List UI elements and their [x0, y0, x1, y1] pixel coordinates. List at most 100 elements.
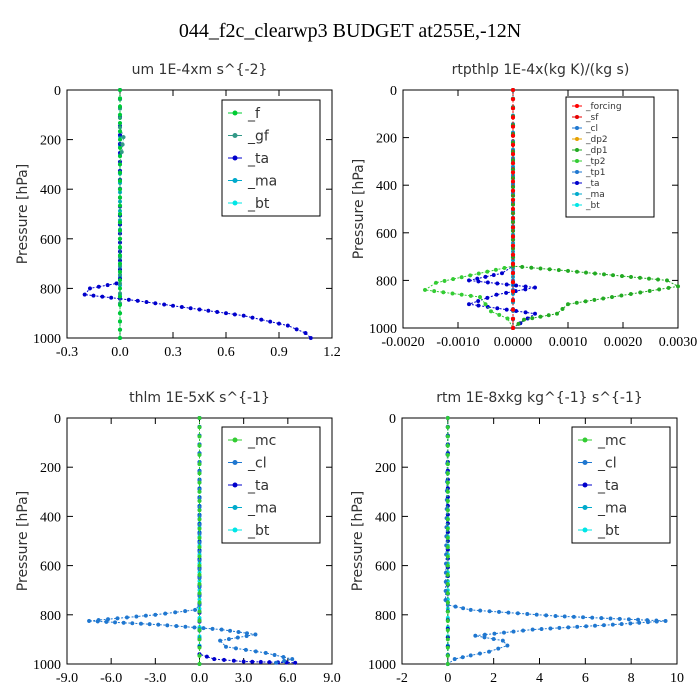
data-point: [117, 220, 123, 225]
y-tick-label: 1000: [368, 658, 396, 673]
data-point: [495, 281, 500, 286]
y-tick-label: 800: [40, 609, 61, 624]
data-point: [645, 620, 651, 625]
data-point: [197, 425, 202, 430]
legend-label: _bt: [247, 196, 270, 212]
data-point: [523, 310, 528, 315]
data-point: [117, 195, 123, 200]
y-tick-label: 800: [40, 282, 61, 297]
data-point: [117, 286, 123, 291]
legend-label: _forcing: [585, 102, 622, 112]
data-point: [499, 271, 505, 276]
legend: _forcing_sf_cl_dp2_dp1_tp2_tp1_ta_ma_bt: [565, 96, 655, 218]
data-point: [505, 643, 510, 648]
data-point: [445, 508, 450, 513]
data-point: [538, 314, 543, 319]
data-point: [608, 616, 613, 621]
legend-label: _mc: [247, 433, 276, 449]
legend-swatch-marker: [575, 159, 579, 163]
legend-swatch-marker: [232, 505, 238, 510]
chart-panel-1: um 1E-4xm s^{-2} Pressure [hPa] 0 200 400 600…: [15, 62, 341, 360]
data-point: [135, 298, 140, 303]
panel-title: um 1E-4xm s^{-2}: [132, 62, 268, 78]
x-tick-label: -6.0: [100, 671, 122, 686]
x-tick-label: 4: [536, 671, 543, 686]
data-point: [451, 277, 456, 282]
data-point: [117, 211, 123, 217]
data-point: [468, 653, 473, 658]
data-point: [241, 659, 246, 664]
x-tick-label: 8: [628, 671, 635, 686]
data-point: [235, 635, 240, 640]
data-point: [574, 300, 579, 305]
data-point: [445, 572, 450, 577]
data-point: [494, 292, 499, 297]
data-point: [124, 615, 129, 620]
data-point: [197, 582, 202, 587]
data-point: [281, 654, 286, 660]
data-point: [530, 316, 535, 321]
data-point: [173, 610, 178, 615]
data-point: [510, 142, 516, 147]
data-point: [303, 330, 308, 336]
data-point: [483, 302, 488, 307]
data-point: [197, 462, 202, 467]
data-point: [514, 283, 519, 288]
legend-label: _sf: [585, 113, 599, 123]
data-point: [121, 620, 126, 625]
data-point: [502, 265, 507, 271]
data-point: [477, 295, 483, 300]
data-point: [532, 311, 538, 316]
data-point: [445, 609, 450, 614]
data-point: [117, 228, 123, 233]
data-point: [628, 291, 633, 297]
data-point: [112, 620, 118, 625]
legend-label: _ma: [247, 501, 277, 517]
data-point: [476, 303, 481, 308]
data-point: [510, 325, 516, 331]
legend-swatch-marker: [232, 460, 238, 465]
data-point: [197, 434, 202, 439]
data-point: [165, 623, 170, 628]
data-point: [134, 614, 139, 619]
legend-label: _ma: [585, 190, 605, 200]
data-point: [460, 655, 465, 660]
data-point: [294, 327, 299, 332]
data-point: [520, 264, 525, 269]
data-point: [521, 317, 527, 322]
data-point: [548, 626, 553, 631]
data-point: [515, 611, 520, 616]
data-point: [117, 302, 123, 307]
data-point: [87, 286, 93, 291]
data-point: [197, 415, 202, 421]
data-point: [117, 87, 123, 93]
data-point: [553, 613, 558, 619]
legend-box: [565, 96, 655, 218]
data-point: [267, 660, 272, 665]
legend-label: _tp2: [585, 157, 605, 167]
data-point: [250, 315, 255, 320]
data-point: [117, 112, 123, 117]
legend-swatch-marker: [232, 527, 238, 533]
data-point: [565, 268, 571, 273]
data-point: [445, 415, 450, 421]
data-point: [227, 628, 233, 633]
data-point: [511, 629, 516, 634]
data-point: [601, 296, 606, 301]
data-point: [521, 628, 526, 633]
data-point: [138, 621, 144, 626]
data-point: [491, 272, 496, 278]
data-point: [516, 321, 521, 326]
y-tick-label: 200: [40, 134, 61, 149]
data-point: [183, 609, 188, 614]
data-point: [197, 526, 202, 531]
data-point: [487, 649, 492, 654]
data-point: [117, 335, 123, 341]
y-tick-label: 600: [375, 560, 396, 575]
x-tick-label: 0.0: [191, 671, 209, 686]
data-point: [117, 104, 123, 109]
data-point: [501, 630, 507, 635]
data-point: [445, 480, 450, 485]
data-point: [610, 273, 616, 278]
legend-label: _ta: [585, 179, 600, 189]
